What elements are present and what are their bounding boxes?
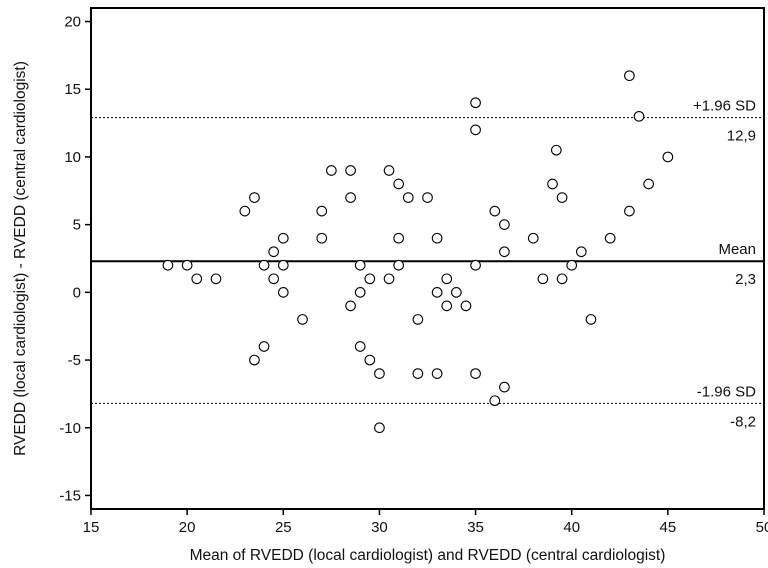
data-point	[575, 246, 587, 258]
data-point	[374, 368, 385, 379]
reference-line-name: +1.96 SD	[693, 98, 756, 115]
data-point	[547, 178, 558, 190]
data-point	[191, 273, 203, 285]
data-point	[643, 178, 654, 190]
data-point	[354, 259, 366, 271]
data-point	[364, 354, 376, 366]
data-point	[345, 192, 356, 203]
data-point	[239, 205, 251, 217]
data-point	[393, 232, 405, 244]
data-point	[499, 381, 510, 393]
data-point	[499, 219, 510, 230]
data-point	[441, 300, 453, 312]
reference-line-value: 2,3	[735, 271, 756, 288]
data-point	[550, 144, 562, 156]
data-point	[374, 422, 385, 434]
y-tick-label: 15	[64, 81, 81, 98]
x-tick-label: 25	[275, 519, 292, 536]
y-axis-title: RVEDD (local cardiologist) - RVEDD (cent…	[12, 61, 29, 456]
data-point	[393, 178, 405, 190]
y-tick-label: -5	[68, 352, 81, 369]
reference-line-name: -1.96 SD	[697, 383, 756, 400]
y-axis: -15 -10 -5 0 5 10 15 20	[59, 14, 91, 504]
data-point	[460, 300, 472, 312]
data-point	[556, 273, 568, 285]
data-point	[364, 273, 376, 285]
data-point	[537, 273, 549, 285]
x-axis-title: Mean of RVEDD (local cardiologist) and R…	[190, 547, 666, 564]
data-point	[604, 232, 616, 244]
data-point	[431, 232, 443, 244]
data-point	[431, 368, 443, 379]
data-point	[489, 205, 501, 217]
data-point	[412, 314, 424, 325]
data-point	[210, 273, 222, 285]
x-axis: 15 20 25 30 35 40 45 50	[83, 509, 768, 536]
y-tick-label: 20	[64, 14, 81, 31]
x-tick-label: 20	[179, 519, 196, 536]
data-point	[489, 395, 501, 407]
x-tick-label: 15	[83, 519, 100, 536]
data-point	[556, 192, 568, 203]
y-tick-label: 5	[73, 217, 81, 234]
x-tick-label: 35	[467, 519, 484, 536]
data-point	[402, 192, 414, 203]
data-point	[354, 287, 366, 298]
data-point	[249, 354, 260, 366]
x-tick-label: 50	[756, 519, 768, 536]
data-point	[441, 273, 453, 285]
data-point	[345, 165, 356, 176]
data-point	[277, 232, 289, 244]
data-point	[268, 246, 280, 258]
data-point	[277, 259, 289, 271]
data-point	[470, 124, 481, 136]
data-point	[499, 246, 510, 258]
data-point	[181, 259, 193, 271]
data-point	[383, 165, 395, 176]
data-point	[662, 151, 674, 163]
data-point	[316, 232, 328, 244]
x-tick-label: 30	[371, 519, 388, 536]
data-point	[268, 273, 280, 285]
data-point	[297, 314, 308, 325]
y-tick-label: 0	[73, 284, 81, 301]
data-point	[527, 232, 539, 244]
data-point	[345, 300, 356, 312]
reference-line-name: Mean	[718, 241, 756, 258]
x-tick-label: 40	[563, 519, 580, 536]
plot-frame	[90, 7, 765, 510]
data-point	[470, 97, 481, 109]
data-point	[566, 259, 578, 271]
data-point	[393, 259, 405, 271]
data-point	[633, 110, 645, 122]
data-point	[383, 273, 395, 285]
data-point	[258, 341, 270, 352]
data-point	[422, 192, 433, 203]
data-point	[624, 205, 635, 217]
reference-line-value: 12,9	[727, 128, 756, 145]
data-point	[470, 259, 481, 271]
data-point	[412, 368, 424, 379]
data-point	[624, 70, 635, 82]
data-point	[470, 368, 481, 379]
data-point	[316, 205, 328, 217]
data-point	[162, 259, 174, 271]
data-point	[354, 341, 366, 352]
data-point	[258, 259, 270, 271]
y-tick-label: -15	[59, 487, 81, 504]
data-point	[585, 314, 597, 325]
y-tick-label: -10	[59, 420, 81, 437]
data-point	[326, 165, 337, 176]
x-tick-label: 45	[660, 519, 677, 536]
data-points	[162, 70, 674, 434]
data-point	[431, 287, 443, 298]
reference-lines: +1.96 SD 12,9 Mean 2,3 -1.96 SD -8,2	[91, 98, 764, 430]
reference-line-value: -8,2	[730, 413, 756, 430]
y-tick-label: 10	[64, 149, 81, 166]
data-point	[450, 287, 462, 298]
data-point	[249, 192, 260, 203]
data-point	[277, 287, 289, 298]
